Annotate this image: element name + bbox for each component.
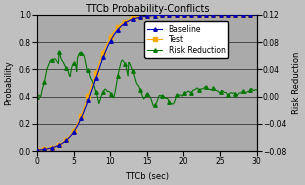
Title: TTCb Probability-Conflicts: TTCb Probability-Conflicts: [84, 4, 209, 14]
X-axis label: TTCb (sec): TTCb (sec): [125, 172, 169, 181]
Legend: Baseline, Test, Risk Reduction: Baseline, Test, Risk Reduction: [144, 21, 228, 58]
Y-axis label: Probability: Probability: [4, 61, 13, 105]
Y-axis label: Risk Reduction: Risk Reduction: [292, 52, 301, 114]
